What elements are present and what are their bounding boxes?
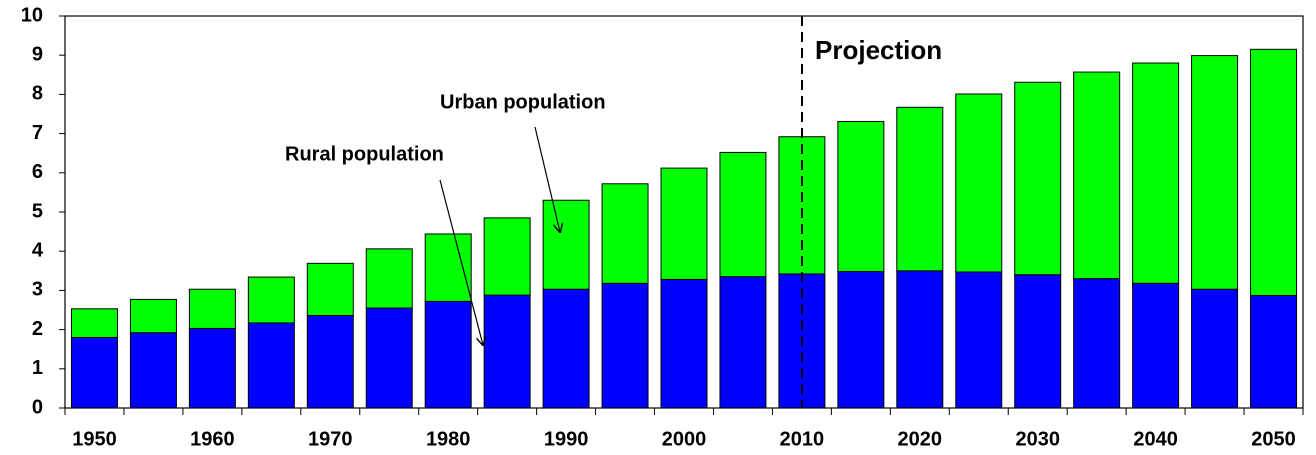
- arrow: [439, 179, 483, 345]
- y-tick-label: 2: [32, 318, 43, 340]
- x-tick-label: 1980: [426, 428, 471, 450]
- x-tick-label: 2050: [1251, 428, 1296, 450]
- bar: [70, 308, 118, 338]
- y-tick-label: 10: [21, 4, 43, 26]
- y-tick-label: 3: [32, 279, 43, 301]
- series-label: Urban population: [440, 91, 606, 113]
- bar: [306, 262, 354, 316]
- bar: [660, 278, 708, 409]
- bar: [424, 233, 472, 302]
- annotation: Projection: [815, 35, 942, 65]
- y-tick-label: 8: [32, 83, 43, 105]
- bar: [247, 322, 295, 409]
- x-tick-label: 2000: [662, 428, 707, 450]
- y-tick-label: 9: [32, 43, 43, 65]
- bar: [896, 270, 944, 409]
- bar: [955, 93, 1003, 273]
- bar: [1073, 71, 1121, 280]
- bar: [1250, 294, 1298, 409]
- bar: [719, 276, 767, 409]
- bar: [837, 120, 885, 273]
- bar: [188, 288, 236, 329]
- x-tick-label: 2040: [1133, 428, 1178, 450]
- bar: [1014, 81, 1062, 276]
- x-tick-label: 2010: [780, 428, 825, 450]
- bar: [542, 288, 590, 409]
- bar: [601, 282, 649, 409]
- bar: [1250, 48, 1298, 296]
- bar: [601, 183, 649, 284]
- series-label: Rural population: [285, 143, 444, 165]
- bar: [837, 271, 885, 409]
- y-tick-label: 1: [32, 357, 43, 379]
- bar: [542, 199, 590, 290]
- bar: [778, 136, 826, 275]
- bar: [896, 106, 944, 272]
- bar: [129, 298, 177, 334]
- arrow: [534, 126, 560, 232]
- bar: [1132, 282, 1180, 409]
- bar: [1191, 55, 1239, 290]
- bar: [424, 300, 472, 409]
- bar: [247, 276, 295, 324]
- bar: [483, 294, 531, 409]
- x-tick-label: 1950: [72, 428, 117, 450]
- bar: [1191, 288, 1239, 409]
- bar: [483, 217, 531, 296]
- x-tick-label: 1960: [190, 428, 235, 450]
- bar: [129, 332, 177, 409]
- bar: [660, 167, 708, 280]
- x-tick-label: 1970: [308, 428, 353, 450]
- x-tick-label: 2030: [1015, 428, 1060, 450]
- y-tick-label: 5: [32, 200, 43, 222]
- bar: [955, 271, 1003, 409]
- bar: [1132, 62, 1180, 284]
- y-tick-label: 6: [32, 161, 43, 183]
- bar: [719, 151, 767, 278]
- bar: [365, 307, 413, 409]
- x-tick-label: 2020: [898, 428, 943, 450]
- bar: [70, 336, 118, 409]
- x-tick-label: 1990: [544, 428, 589, 450]
- y-tick-label: 0: [32, 396, 43, 418]
- bar: [1014, 274, 1062, 409]
- y-tick-label: 7: [32, 122, 43, 144]
- bars: [70, 48, 1298, 409]
- bar: [188, 327, 236, 409]
- bar: [365, 248, 413, 309]
- bar: [306, 314, 354, 409]
- bar: [1073, 278, 1121, 409]
- y-tick-label: 4: [32, 239, 44, 261]
